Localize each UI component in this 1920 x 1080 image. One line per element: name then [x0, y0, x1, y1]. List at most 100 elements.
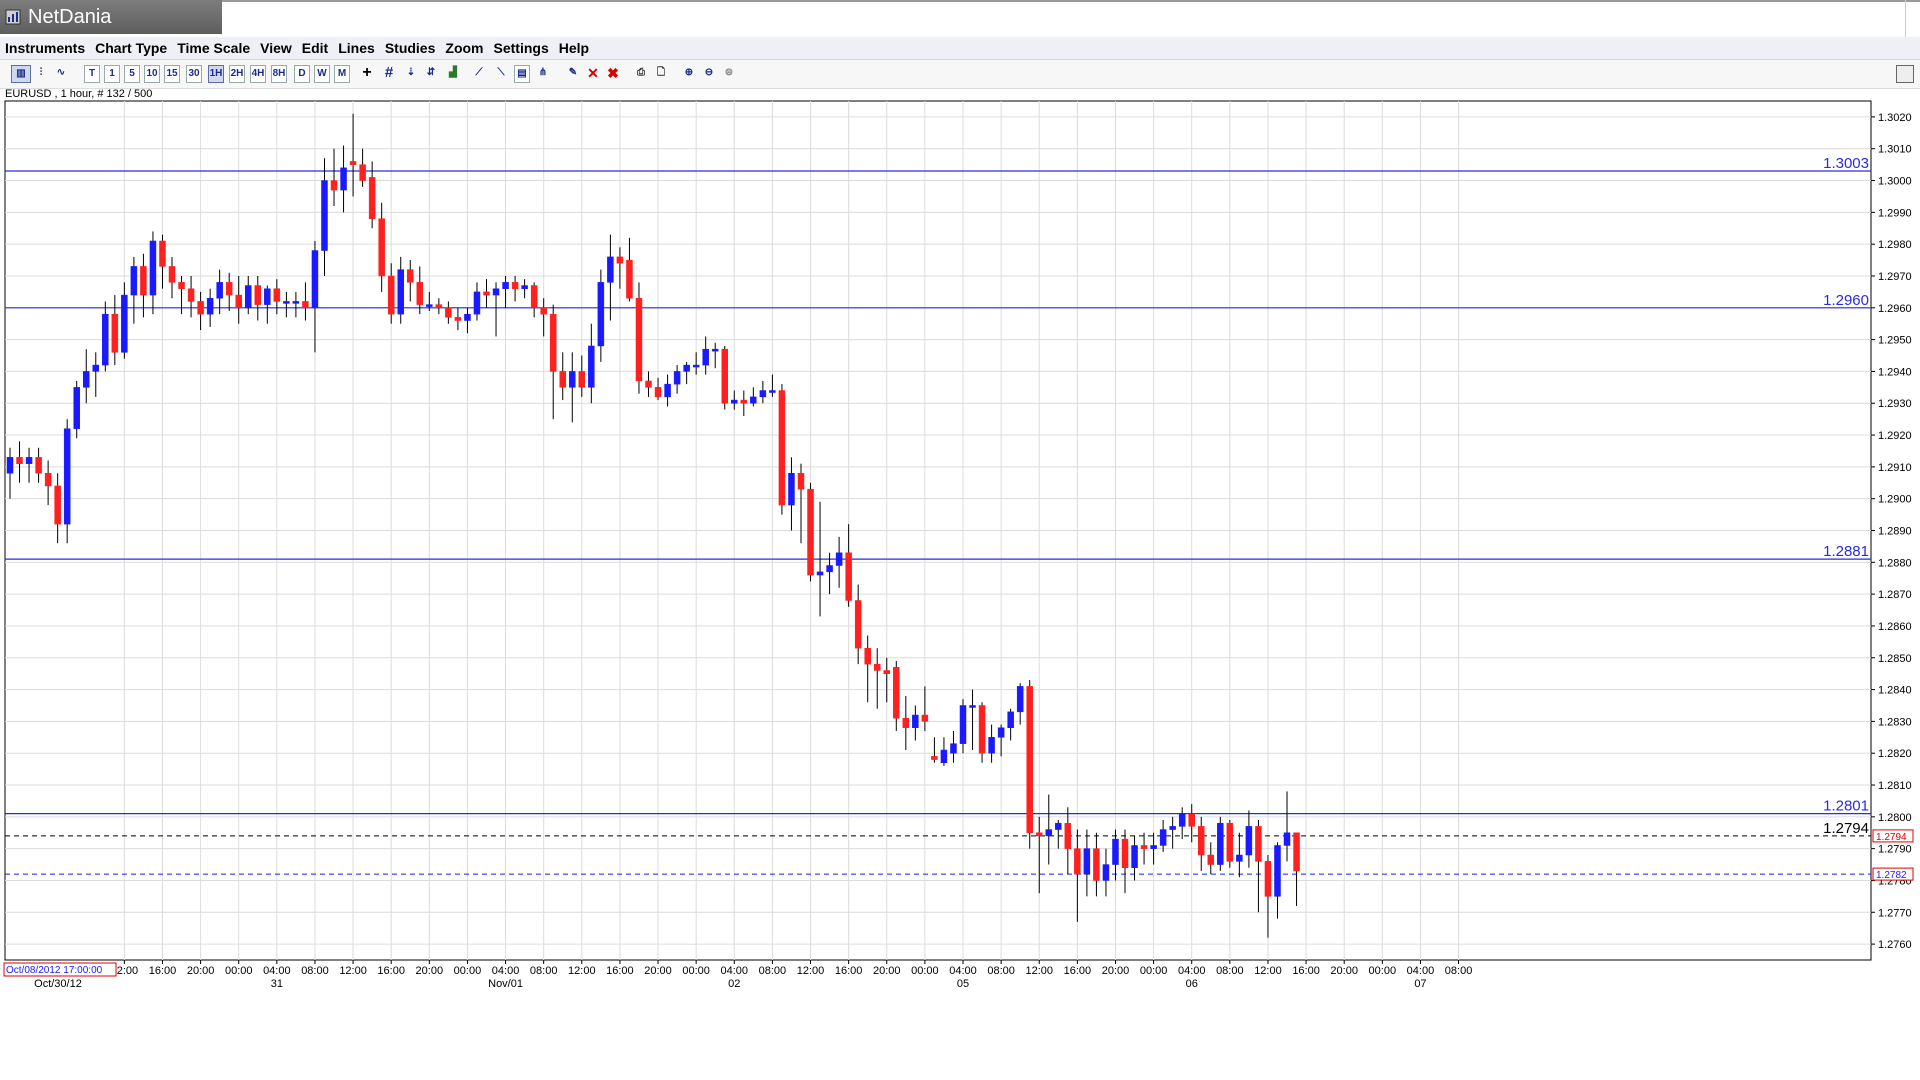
y-tick-label: 1.2910	[1878, 462, 1912, 474]
candle-down	[931, 756, 938, 760]
period-button-1m[interactable]: 1	[104, 65, 120, 83]
candle-down	[549, 313, 557, 372]
bar-chart-icon[interactable]: ⫶	[39, 67, 43, 78]
candle-down	[1074, 848, 1081, 875]
y-tick-label: 1.2960	[1878, 303, 1912, 315]
candle-up	[149, 240, 157, 296]
menu-studies[interactable]: Studies	[384, 40, 436, 56]
window-corner-control[interactable]	[1905, 0, 1920, 38]
candle-down	[1026, 686, 1033, 833]
candle-down	[407, 269, 414, 283]
period-button-tick[interactable]: T	[84, 65, 100, 83]
menu-edit[interactable]: Edit	[301, 40, 329, 56]
period-button-weekly[interactable]: W	[314, 65, 330, 83]
period-button-10m[interactable]: 10	[144, 65, 160, 83]
y-tick-label: 1.3020	[1878, 112, 1912, 124]
x-date-label: 31	[271, 978, 283, 990]
channel-icon[interactable]: ▤	[514, 65, 530, 83]
delete-all-icon[interactable]: ✖	[607, 65, 619, 81]
x-tick-label: 12:00	[568, 965, 596, 977]
menu-lines[interactable]: Lines	[338, 40, 375, 56]
candlestick-chart-icon[interactable]: ▥	[11, 65, 31, 83]
arrow-down-icon[interactable]: ⇣	[406, 67, 416, 78]
fibonacci-icon[interactable]: ⟍	[497, 67, 505, 78]
candle-down	[445, 307, 452, 318]
y-tick-label: 1.2940	[1878, 366, 1912, 378]
pitchfork-icon[interactable]: ⋔	[538, 67, 548, 78]
candle-up	[1112, 838, 1119, 865]
menu-view[interactable]: View	[260, 40, 292, 56]
grid-icon[interactable]: #	[384, 64, 394, 81]
crosshair-icon[interactable]: +	[362, 64, 372, 81]
y-tick-label: 1.2830	[1878, 716, 1912, 728]
period-button-monthly[interactable]: M	[334, 65, 350, 83]
period-button-2h[interactable]: 2H	[229, 65, 245, 83]
y-tick-label: 1.2980	[1878, 239, 1912, 251]
y-tick-label: 1.2860	[1878, 621, 1912, 633]
candle-up	[492, 288, 500, 296]
menu-help[interactable]: Help	[558, 40, 590, 56]
x-tick-label: 04:00	[949, 965, 977, 977]
y-tick-label: 1.2990	[1878, 207, 1912, 219]
candle-up	[569, 371, 576, 388]
x-date-label: 02	[728, 978, 740, 990]
candle-up	[216, 282, 223, 299]
candle-down	[330, 180, 338, 191]
cursor-time-label: Oct/08/2012 17:00:00	[6, 965, 103, 976]
candle-up	[1245, 826, 1253, 856]
x-tick-label: 08:00	[1216, 965, 1244, 977]
candle-up	[912, 714, 919, 729]
x-tick-label: 04:00	[1407, 965, 1435, 977]
candle-up	[1045, 829, 1053, 837]
candle-down	[1188, 813, 1195, 827]
x-tick-label: 12:00	[1025, 965, 1053, 977]
pin-toolbar-button[interactable]	[1896, 65, 1914, 83]
candle-down	[454, 317, 462, 321]
candle-up	[597, 282, 605, 347]
candle-up	[1178, 813, 1186, 827]
print-preview-icon[interactable]: 🗋	[656, 67, 666, 78]
draw-tool-icon[interactable]: ✎	[568, 67, 578, 78]
candle-down	[883, 670, 891, 674]
trendline-icon[interactable]: ⟋	[475, 67, 483, 78]
menu-chart-type[interactable]: Chart Type	[95, 40, 168, 56]
print-icon[interactable]: ⎙	[637, 67, 645, 78]
y-tick-label: 1.2970	[1878, 271, 1912, 283]
x-tick-label: 00:00	[1140, 965, 1168, 977]
candle-down	[1207, 854, 1215, 865]
candle-up	[692, 364, 700, 368]
x-tick-label: 00:00	[454, 965, 482, 977]
menu-time-scale[interactable]: Time Scale	[177, 40, 251, 56]
period-button-4h[interactable]: 4H	[250, 65, 266, 83]
candle-up	[607, 256, 614, 283]
candle-down	[197, 301, 204, 315]
y-tick-label: 1.3010	[1878, 144, 1912, 156]
line-chart-icon[interactable]: ∿	[56, 67, 66, 78]
candle-down	[44, 472, 52, 487]
scale-icon[interactable]: ⇵	[426, 67, 436, 78]
candle-up	[82, 371, 90, 388]
period-button-8h[interactable]: 8H	[271, 65, 287, 83]
period-button-30m[interactable]: 30	[186, 65, 202, 83]
zoom-out-icon[interactable]: ⊖	[704, 67, 714, 78]
volume-icon[interactable]: ▟	[449, 67, 457, 78]
zoom-in-icon[interactable]: ⊕	[684, 67, 694, 78]
x-tick-label: 20:00	[416, 965, 444, 977]
period-button-daily[interactable]: D	[294, 65, 310, 83]
candle-up	[1274, 845, 1281, 897]
period-button-15m[interactable]: 15	[164, 65, 180, 83]
candle-down	[921, 714, 929, 722]
period-button-1h[interactable]: 1H	[208, 65, 224, 83]
candle-up	[521, 285, 528, 289]
zoom-reset-icon[interactable]: ⊜	[724, 67, 734, 78]
x-tick-label: 12:00	[797, 965, 825, 977]
candle-down	[559, 371, 566, 388]
menu-instruments[interactable]: Instruments	[5, 40, 86, 56]
x-tick-label: 00:00	[911, 965, 939, 977]
delete-icon[interactable]: ✕	[587, 65, 599, 81]
period-button-5m[interactable]: 5	[124, 65, 140, 83]
price-box-label: 1.2794	[1876, 832, 1907, 843]
menu-zoom[interactable]: Zoom	[445, 40, 484, 56]
menu-settings[interactable]: Settings	[493, 40, 549, 56]
